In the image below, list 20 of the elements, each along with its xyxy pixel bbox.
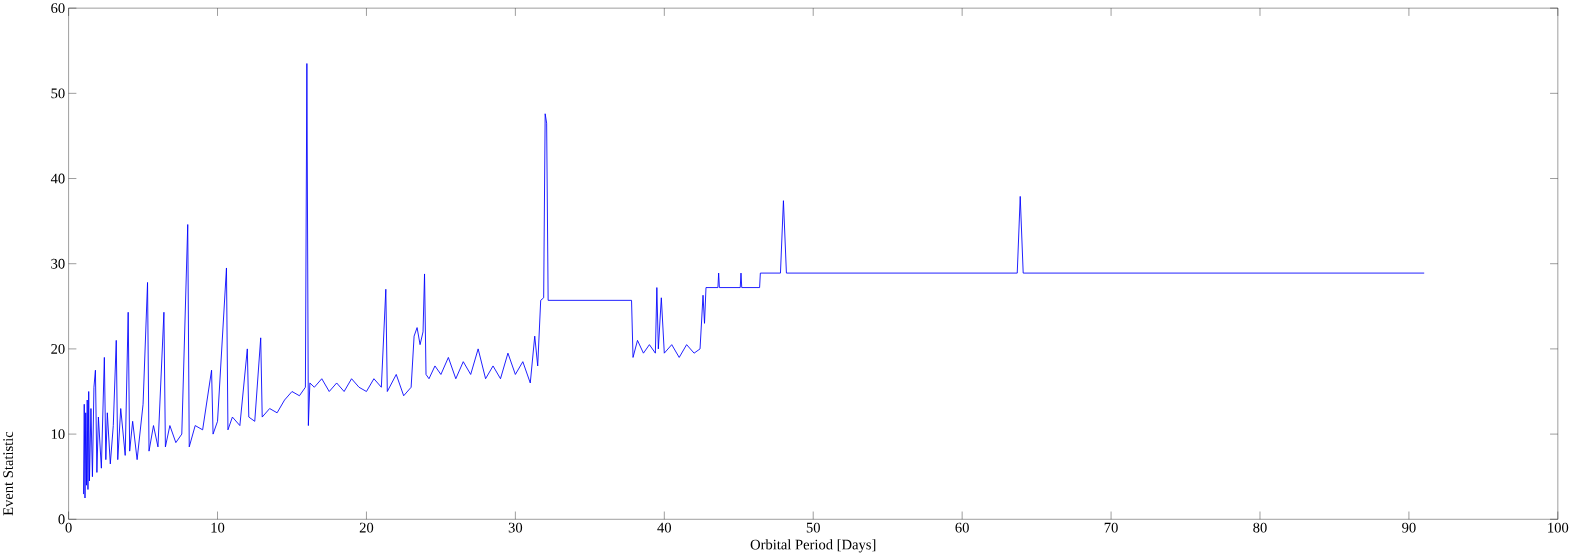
y-tick-label: 50 xyxy=(51,88,65,99)
y-tick-label: 40 xyxy=(50,173,65,184)
x-tick-label: 40 xyxy=(657,522,672,533)
x-tick-label: 50 xyxy=(806,522,820,533)
y-tick-label: 20 xyxy=(51,344,65,354)
y-axis-title: Event Statistic xyxy=(3,431,14,516)
y-tick-label: 30 xyxy=(51,258,65,269)
x-tick-label: 60 xyxy=(955,522,969,533)
y-tick-label: 0 xyxy=(58,514,65,525)
x-tick-label: 0 xyxy=(65,522,72,533)
x-tick-label: 90 xyxy=(1402,522,1416,533)
x-tick-label: 30 xyxy=(508,522,523,533)
x-tick-label: 80 xyxy=(1253,522,1267,533)
x-tick-label: 10 xyxy=(211,522,225,533)
x-axis-title: Orbital Period [Days] xyxy=(750,539,876,553)
x-tick-label: 20 xyxy=(359,522,374,533)
y-tick-label: 60 xyxy=(51,3,65,14)
x-tick-label: 70 xyxy=(1104,522,1118,533)
x-tick-label: 100 xyxy=(1548,522,1569,533)
y-tick-label: 10 xyxy=(51,429,65,440)
